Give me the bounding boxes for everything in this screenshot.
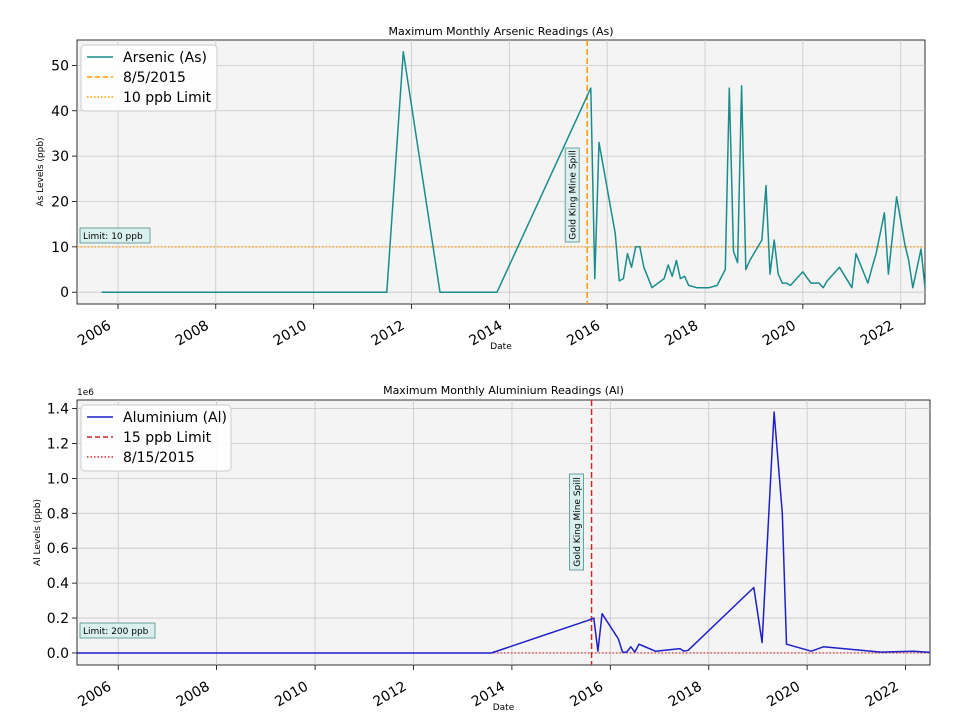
legend xyxy=(80,44,218,112)
arsenic-chart: 2006 2008 2010 2012 2014 2016 2018 2020 20220102… xyxy=(36,25,926,352)
spill-annotation-box xyxy=(564,147,580,243)
spill-annotation-box xyxy=(569,473,584,571)
x-tick-label: 2020 xyxy=(764,679,803,711)
y-tick-label: 1.2 xyxy=(47,436,69,452)
x-tick-label: 2022 xyxy=(858,318,897,350)
x-tick-label: 2006 xyxy=(75,679,114,711)
y-tick-label: 0.0 xyxy=(47,646,69,662)
x-tick-label: 2016 xyxy=(567,679,606,711)
y-tick-label: 0.8 xyxy=(47,506,69,522)
chart-title: Maximum Monthly Arsenic Readings (As) xyxy=(388,25,613,38)
y-tick-label: 0.6 xyxy=(47,541,69,557)
x-axis-label: Date xyxy=(490,342,512,352)
limit-annotation: Limit: 200 ppb xyxy=(83,627,149,637)
x-tick-label: 2012 xyxy=(371,679,410,711)
x-tick-label: 2006 xyxy=(75,318,114,350)
x-tick-label: 2010 xyxy=(272,679,311,711)
y-tick-label: 10 xyxy=(51,240,69,256)
x-tick-label: 2008 xyxy=(173,318,212,350)
chart-title: Maximum Monthly Aluminium Readings (Al) xyxy=(383,384,624,397)
legend-label: 8/5/2015 xyxy=(123,70,186,86)
y-offset-label: 1e6 xyxy=(77,388,94,398)
legend xyxy=(80,404,232,472)
legend-label: 15 ppb Limit xyxy=(123,430,212,446)
series-line xyxy=(101,51,925,293)
aluminium-chart: 2006 2008 2010 2012 2014 2016 2018 2020 20220.00… xyxy=(33,384,931,713)
legend-label: 10 ppb Limit xyxy=(123,90,212,106)
legend-label: Aluminium (Al) xyxy=(123,410,227,426)
y-tick-label: 40 xyxy=(51,104,69,120)
y-tick-label: 50 xyxy=(51,58,69,74)
x-tick-label: 2012 xyxy=(369,318,408,350)
y-axis-label: Al Levels (ppb) xyxy=(33,499,43,566)
y-tick-label: 0.4 xyxy=(47,576,69,592)
x-axis-label: Date xyxy=(493,703,515,713)
x-tick-label: 2018 xyxy=(662,318,701,350)
y-tick-label: 20 xyxy=(51,194,69,210)
y-axis-label: As Levels (ppb) xyxy=(36,137,46,206)
x-tick-label: 2018 xyxy=(666,679,705,711)
legend-label: Arsenic (As) xyxy=(123,50,207,66)
x-tick-label: 2010 xyxy=(271,318,310,350)
y-tick-label: 0 xyxy=(60,285,69,301)
legend-label: 8/15/2015 xyxy=(123,450,195,466)
y-tick-label: 0.2 xyxy=(47,611,69,627)
y-tick-label: 30 xyxy=(51,149,69,165)
limit-annotation-box xyxy=(79,622,156,639)
spill-annotation: Gold King Mine Spill xyxy=(573,477,583,567)
x-tick-label: 2016 xyxy=(564,318,603,350)
x-tick-label: 2020 xyxy=(760,318,799,350)
plot-area xyxy=(76,39,926,305)
limit-annotation-box xyxy=(79,227,151,244)
x-tick-label: 2008 xyxy=(174,679,213,711)
y-tick-label: 1.4 xyxy=(47,402,69,418)
spill-annotation: Gold King Mine Spill xyxy=(569,150,579,240)
x-tick-label: 2022 xyxy=(863,679,902,711)
y-tick-label: 1.0 xyxy=(47,471,69,487)
limit-annotation: Limit: 10 ppb xyxy=(83,232,143,242)
series-line xyxy=(77,411,930,654)
